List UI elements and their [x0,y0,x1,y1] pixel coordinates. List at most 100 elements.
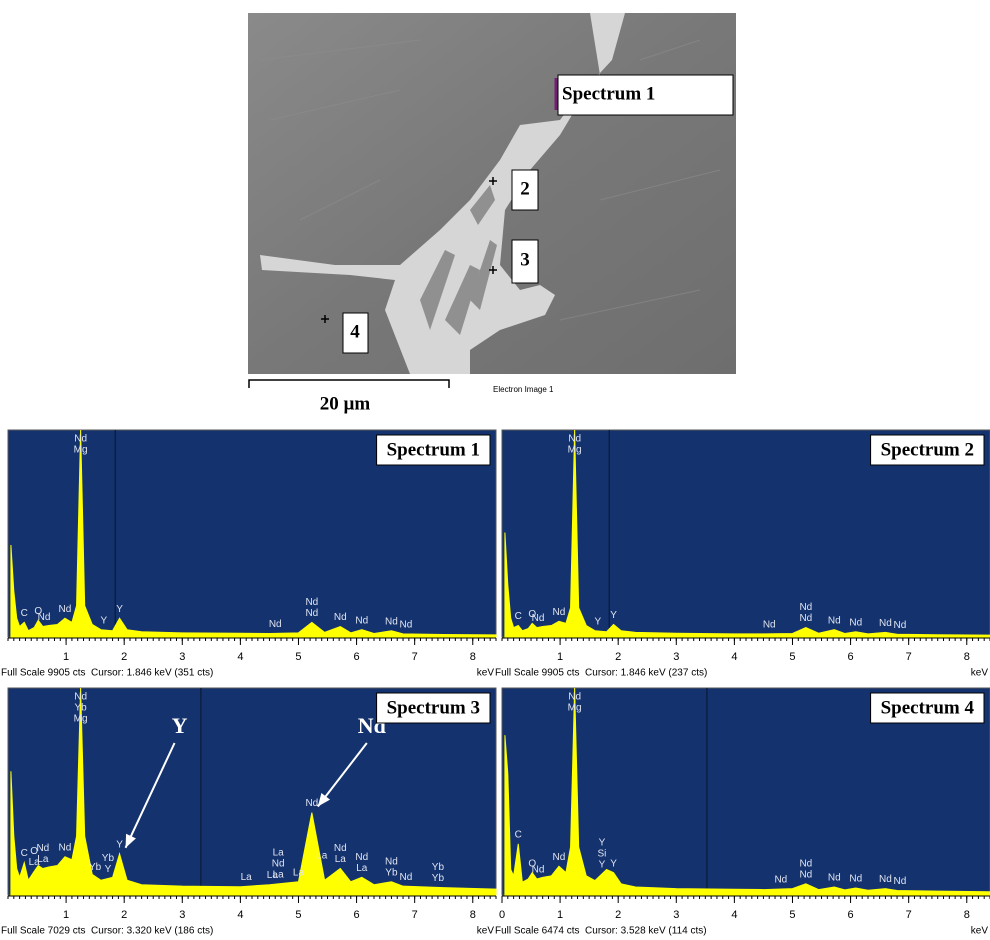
x-tick-label: 2 [121,651,127,663]
peak-label: La [273,847,285,858]
peak-label: La [273,869,285,880]
peak-label: C [515,829,522,840]
spot-label: 4 [350,321,360,342]
x-tick-label: 1 [557,909,563,921]
peak-label: La [37,854,49,865]
peak-label: Yb [75,703,88,714]
footer: Full Scale 6474 cts Cursor: 3.528 keV (1… [495,926,707,937]
peak-label: Nd [334,612,347,623]
x-tick-label: 5 [295,909,301,921]
spot-label: Spectrum 1 [562,83,655,104]
peak-label: C [515,611,522,622]
peak-label: La [356,863,368,874]
footer: Full Scale 9905 cts Cursor: 1.846 keV (2… [495,668,707,679]
x-tick-label: 6 [354,909,360,921]
peak-label: Nd [532,864,545,875]
peak-label: Nd [763,619,776,630]
peak-label: Nd [879,618,892,629]
scale-bar-label: 20 µm [320,393,371,414]
peak-label: Y [610,858,617,869]
chart-title: Spectrum 1 [387,439,480,460]
peak-label: Nd [799,613,812,624]
footer: Full Scale 9905 cts Cursor: 1.846 keV (3… [1,668,213,679]
peak-label: La [316,851,328,862]
peak-label: Nd [385,856,398,867]
peak-label: Mg [74,445,88,456]
peak-label: Nd [74,434,87,445]
peak-label: Nd [400,620,413,631]
x-tick-label: 5 [295,651,301,663]
x-tick-label: 3 [673,909,679,921]
x-tick-label: 1 [63,651,69,663]
chart-title: Spectrum 2 [881,439,974,460]
peak-label: Y [101,616,108,627]
x-tick-label: 2 [615,651,621,663]
peak-label: Y [105,864,112,875]
x-tick-label: 4 [731,651,737,663]
peak-label: Yb [102,853,115,864]
peak-label: Nd [305,608,318,619]
x-tick-label: 8 [964,909,970,921]
x-tick-label: 7 [412,651,418,663]
page: Spectrum 1 2 3 4 20 µm Electron Image 1 … [0,0,990,940]
peak-label: Nd [879,874,892,885]
peak-label: Nd [553,607,566,618]
peak-label: Nd [568,692,581,703]
x-tick-label: 7 [906,909,912,921]
peak-label: Nd [849,617,862,628]
x-tick-label: 5 [789,651,795,663]
peak-label: Nd [36,843,49,854]
peak-label: Mg [568,703,582,714]
x-tick-label: 3 [179,651,185,663]
peak-label: Nd [385,616,398,627]
peak-label: Nd [272,858,285,869]
chart-title: Spectrum 3 [387,697,480,718]
callout-label: Y [172,713,188,738]
spot-label: 2 [520,178,530,199]
peak-label: Nd [774,875,787,886]
chart-title: Spectrum 4 [881,697,975,718]
peak-label: Nd [305,597,318,608]
x-axis-label: keV [971,668,989,679]
x-tick-label: 4 [731,909,737,921]
x-tick-label: 0 [499,909,505,921]
x-axis-label: keV [477,926,495,937]
peak-label: Nd [38,612,51,623]
peak-label: Nd [799,858,812,869]
peak-label: Nd [828,615,841,626]
peak-label: Nd [553,852,566,863]
peak-label: Nd [355,852,368,863]
peak-label: Yb [89,862,102,873]
footer: Full Scale 7029 cts Cursor: 3.320 keV (1… [1,926,213,937]
image-caption: Electron Image 1 [493,385,554,394]
peak-label: La [335,854,347,865]
peak-label: Y [599,838,606,849]
x-tick-label: 8 [470,651,476,663]
x-tick-label: 1 [63,909,69,921]
peak-label: Y [595,617,602,628]
peak-label: Yb [432,873,445,884]
peak-label: Nd [532,613,545,624]
x-tick-label: 8 [964,651,970,663]
peak-label: Nd [355,615,368,626]
peak-label: Y [610,610,617,621]
peak-label: Nd [305,798,318,809]
sem-image [248,13,736,374]
peak-label: Nd [894,620,907,631]
x-tick-label: 1 [557,651,563,663]
peak-label: Nd [74,692,87,703]
x-axis-label: keV [477,668,495,679]
peak-label: Yb [385,867,398,878]
peak-label: La [293,867,305,878]
scale-bar [249,380,449,388]
x-tick-label: 7 [906,651,912,663]
x-tick-label: 8 [470,909,476,921]
peak-label: Nd [269,619,282,630]
x-tick-label: 3 [179,909,185,921]
x-tick-label: 4 [237,909,243,921]
x-tick-label: 6 [354,651,360,663]
peak-label: Y [116,604,123,615]
x-tick-label: 2 [121,909,127,921]
peak-label: Mg [74,714,88,725]
peak-label: Nd [568,434,581,445]
